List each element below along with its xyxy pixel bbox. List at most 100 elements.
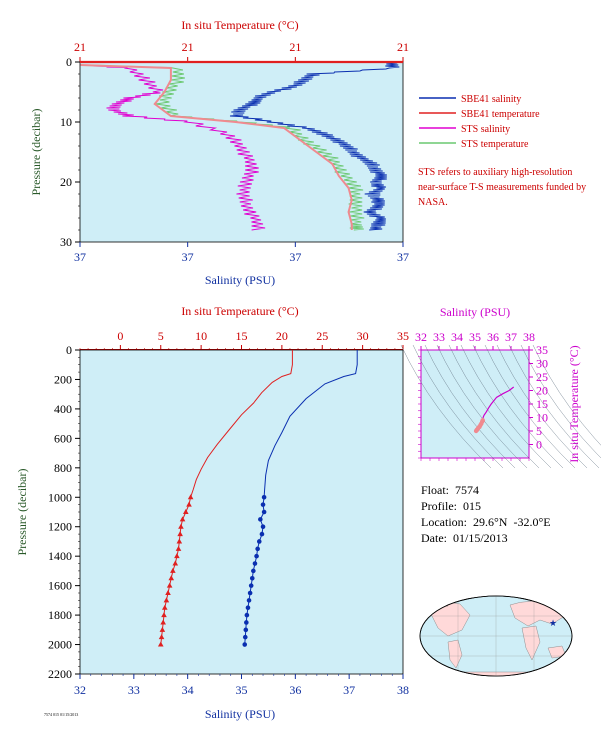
main-pressure-tick-label: 0	[66, 343, 72, 357]
density-contour	[424, 344, 516, 469]
main-sal-tick-label: 38	[397, 683, 409, 697]
float-location-marker: ★	[549, 618, 557, 628]
main-sal-tick-label: 36	[289, 683, 301, 697]
top-title-temperature: In situ Temperature (°C)	[181, 18, 298, 32]
density-contour	[508, 344, 600, 469]
main-pressure-tick-label: 1600	[48, 579, 72, 593]
salinity-point	[258, 517, 263, 522]
ts-point	[473, 428, 479, 434]
density-contour	[472, 344, 564, 469]
temperature-point	[170, 567, 176, 573]
temperature-point	[168, 575, 175, 581]
top-temp-tick-label: 21	[74, 40, 86, 54]
temperature-point	[165, 590, 171, 595]
top-pressure-tick-label: 20	[60, 175, 72, 189]
ts-sal-tick-label: 38	[523, 330, 535, 344]
top-temp-tick-label: 21	[397, 40, 409, 54]
legend-label: SBE41 salinity	[461, 94, 521, 105]
density-contour	[448, 344, 540, 469]
ts-salinity-ticks: 32 33 34 35 36 37 38	[415, 330, 535, 461]
main-sal-tick-label: 33	[128, 683, 140, 697]
salinity-point	[256, 539, 262, 544]
ts-temp-tick-label: 20	[536, 384, 548, 398]
ts-sal-tick-label: 34	[451, 330, 463, 344]
main-pressure-tick-label: 1000	[48, 490, 72, 504]
temperature-point	[157, 641, 164, 647]
salinity-point	[242, 634, 248, 640]
salinity-point	[255, 546, 260, 552]
top-salinity-ticks: 37 37 37 37	[74, 242, 409, 264]
main-pressure-tick-label: 800	[54, 461, 72, 475]
density-contour	[484, 344, 576, 469]
main-temp-tick-label: 25	[316, 329, 328, 343]
date: Date: 01/15/2013	[421, 531, 508, 545]
top-line-sbe41-salinity	[229, 61, 400, 231]
main-temp-tick-label: 35	[397, 329, 409, 343]
salinity-point	[261, 494, 267, 500]
ts-temp-tick-label: 5	[536, 424, 542, 438]
temperature-point	[177, 531, 183, 537]
top-pressure-tick-label: 0	[66, 55, 72, 69]
top-sal-tick-label: 37	[182, 250, 194, 264]
ts-temp-tick-label: 0	[536, 438, 542, 452]
temperature-point	[186, 501, 192, 507]
float-id: Float: 7574	[421, 483, 480, 497]
salinity-point	[260, 502, 266, 507]
main-pressure-tick-label: 1400	[48, 549, 72, 563]
top-pressure-tick-label: 30	[60, 235, 72, 249]
temperature-point	[174, 553, 180, 559]
main-pressure-tick-label: 2000	[48, 638, 72, 652]
main-pressure-tick-label: 400	[54, 402, 72, 416]
main-profile-lines	[157, 350, 358, 647]
top-legend: SBE41 salinity SBE41 temperature STS salin…	[419, 94, 540, 150]
ts-curve	[473, 386, 515, 434]
main-pressure-tick-label: 2200	[48, 667, 72, 681]
ts-ylabel: In situ Temperature (°C)	[567, 345, 581, 462]
main-title-temperature: In situ Temperature (°C)	[181, 304, 298, 318]
density-contour	[400, 344, 492, 469]
temperature-point	[160, 619, 166, 625]
temperature-point	[176, 538, 183, 544]
density-contour	[436, 344, 528, 469]
float-info: Float: 7574 Profile: 015 Location: 29.6°…	[421, 482, 551, 546]
ts-sal-tick-label: 35	[469, 330, 481, 344]
profile-id: Profile: 015	[421, 499, 481, 513]
temperature-point	[161, 604, 168, 610]
top-line-sts-salinity	[86, 64, 266, 231]
main-pressure-tick-label: 1200	[48, 520, 72, 534]
density-contour	[520, 344, 601, 459]
main-pressure-tick-label: 1800	[48, 608, 72, 622]
footer-code: 7574 015 01/15/2013	[44, 712, 78, 717]
main-temp-tick-label: 5	[158, 329, 164, 343]
top-xlabel: Salinity (PSU)	[205, 273, 275, 287]
sts-note: STS refers to auxiliary high-resolution …	[418, 167, 587, 208]
temperature-point	[182, 509, 189, 514]
temperature-point	[179, 516, 186, 522]
legend-label: STS salinity	[461, 124, 510, 135]
salinity-point	[248, 583, 254, 588]
ts-sal-tick-label: 36	[487, 330, 499, 344]
salinity-point	[242, 642, 248, 647]
main-temp-tick-label: 15	[236, 329, 248, 343]
salinity-point	[251, 568, 256, 574]
salinity-point	[247, 590, 253, 596]
density-contour	[532, 344, 601, 446]
ts-temp-tick-label: 35	[536, 343, 548, 357]
salinity-point	[243, 627, 249, 633]
main-pressure-tick-label: 200	[54, 372, 72, 386]
main-panel: In situ Temperature (°C) 0 5 10 15 20 25 30 35 …	[15, 304, 409, 721]
ts-density-contours	[400, 344, 601, 469]
salinity-point	[260, 524, 266, 530]
temperature-point	[166, 582, 173, 588]
top-temp-tick-label: 21	[182, 40, 194, 54]
salinity-point	[246, 598, 252, 603]
main-sal-tick-label: 37	[343, 683, 355, 697]
main-ylabel: Pressure (decibar)	[15, 469, 29, 556]
legend-label: SBE41 temperature	[461, 109, 540, 120]
top-panel: In situ Temperature (°C) 21 21 21 21 0 10 20 3…	[29, 18, 540, 287]
temperature-point	[163, 597, 170, 603]
salinity-point	[244, 612, 250, 618]
ts-sal-tick-label: 32	[415, 330, 427, 344]
salinity-point	[245, 605, 251, 611]
